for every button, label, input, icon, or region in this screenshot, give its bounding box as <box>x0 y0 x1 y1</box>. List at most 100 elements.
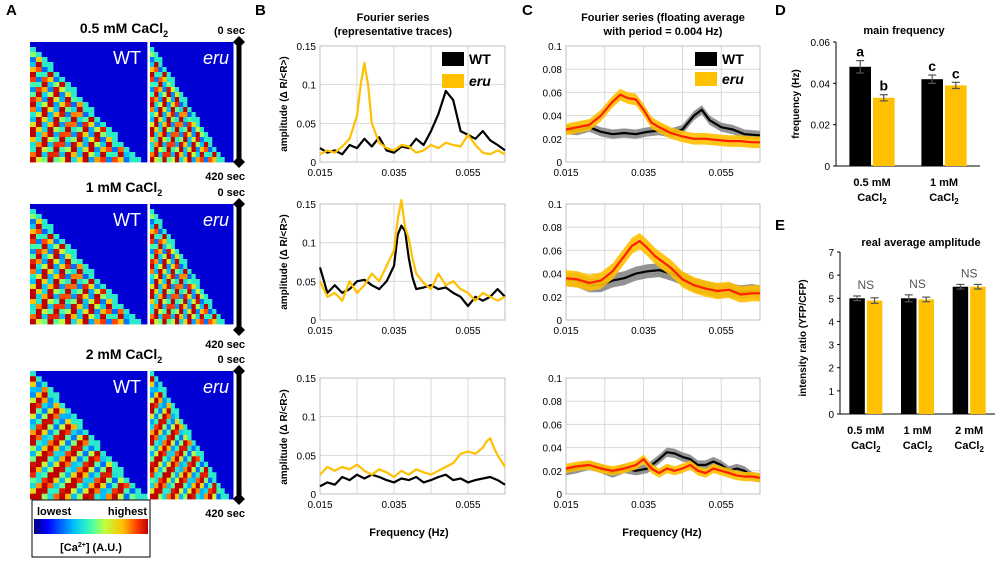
heatmap-wt-2: WT <box>30 371 148 500</box>
bar-eru-0 <box>873 97 895 166</box>
y-tick-label: 0 <box>556 316 562 327</box>
y-tick-label: 7 <box>828 248 834 259</box>
colorbar-unit: [Ca2+] (A.U.) <box>60 542 122 554</box>
timeline-2: 0 sec 420 sec <box>205 354 245 520</box>
category-label-line2: CaCl2 <box>903 440 933 454</box>
timeline-0: 0 sec 420 sec <box>205 25 245 183</box>
legend-eru-label: eru <box>469 73 491 89</box>
x-tick-label: 0.015 <box>307 168 332 179</box>
significance-letter: b <box>880 78 889 94</box>
significance-letter: c <box>928 58 936 74</box>
y-tick-label: 6 <box>828 271 834 282</box>
y-tick-label: 0.08 <box>543 223 563 234</box>
bar-WT-0 <box>849 298 865 414</box>
bar-eru-2 <box>970 286 986 414</box>
category-label-line2: CaCl2 <box>929 192 959 206</box>
y-tick-label: 0.1 <box>548 42 562 53</box>
plot-c2: 0 0.02 0.04 0.06 0.08 0.1 0.015 0.035 0.055 <box>543 200 761 337</box>
panel-b-letter: B <box>255 2 266 19</box>
heatmap-condition-label: 1 mM CaCl2 <box>86 179 163 198</box>
y-tick-label: 0.05 <box>297 277 317 288</box>
heatmap-wt-0: WT <box>30 42 148 163</box>
series-line-eru <box>565 240 760 296</box>
plot-frame <box>565 203 761 321</box>
significance-letter: a <box>856 44 864 60</box>
panel-d-letter: D <box>775 2 786 19</box>
legend-eru-swatch <box>442 74 464 88</box>
y-tick-label: 0.02 <box>811 121 831 132</box>
significance-letter: c <box>952 65 960 81</box>
y-tick-label: 0.02 <box>543 135 563 146</box>
panel-b-title-2: (representative traces) <box>334 26 452 38</box>
colorbar-low-label: lowest <box>37 506 72 518</box>
y-tick-label: 0.15 <box>297 374 317 385</box>
category-label-line1: 2 mM <box>955 425 983 437</box>
ns-label: NS <box>857 278 874 292</box>
series-band-eru <box>566 88 760 149</box>
category-label-line1: 1 mM <box>930 177 958 189</box>
heatmap-eru-0: eru <box>150 42 234 163</box>
series-band-WT <box>566 105 760 140</box>
y-tick-label: 0.06 <box>543 420 563 431</box>
panel-d-title: main frequency <box>863 25 945 37</box>
panel-b-legend: WT eru <box>442 51 491 89</box>
panel-c-letter: C <box>522 2 533 19</box>
category-label-line2: CaCl2 <box>954 440 984 454</box>
x-tick-label: 0.035 <box>631 500 656 511</box>
y-tick-label: 0.1 <box>548 374 562 385</box>
y-tick-label: 0 <box>824 162 830 173</box>
y-tick-label: 0.02 <box>543 467 563 478</box>
category-label-line1: 0.5 mM <box>853 177 890 189</box>
panel-e-letter: E <box>775 217 785 234</box>
panel-c-legend: WT eru <box>695 51 744 87</box>
series-line-WT <box>319 89 506 156</box>
x-tick-label: 0.055 <box>455 500 480 511</box>
series-line-WT <box>319 473 506 488</box>
heatmap-condition-label: 2 mM CaCl2 <box>86 346 163 365</box>
heatmaps: 0.5 mM CaCl2 WT eru 0 sec 420 sec 1 mM CaCl2 W… <box>30 20 245 520</box>
x-tick-label: 0.035 <box>381 326 406 337</box>
plot-b1: 0 0.05 0.1 0.15 0.015 0.035 0.055 <box>297 42 506 179</box>
timeline-start-label: 0 sec <box>217 187 245 199</box>
timeline-start-label: 0 sec <box>217 354 245 366</box>
bar-WT-1 <box>921 79 943 166</box>
colorbar: lowest highest [Ca2+] (A.U.) <box>31 499 151 558</box>
panel-c-title-1: Fourier series (floating average <box>581 12 745 24</box>
y-tick-label: 0.04 <box>543 112 563 123</box>
y-tick-label: 0.06 <box>811 38 831 49</box>
y-tick-label: 0.06 <box>543 246 563 257</box>
plot-frame <box>319 45 506 163</box>
category-label-line1: 0.5 mM <box>847 425 884 437</box>
panel-b-ylabel-3: amplitude (Δ R/<R>) <box>279 389 290 485</box>
panel-d-ylabel: frequency (Hz) <box>791 69 802 138</box>
plot-e: 0 1 2 3 4 5 6 7 NS 0.5 mM CaCl2 NS 1 mM CaCl2 NS 2 mM Ca… <box>828 248 995 454</box>
x-tick-label: 0.015 <box>307 500 332 511</box>
series-line-eru <box>565 458 761 479</box>
heatmap-condition-label: 0.5 mM CaCl2 <box>80 20 168 39</box>
y-tick-label: 3 <box>828 341 834 352</box>
y-tick-label: 0 <box>310 316 316 327</box>
x-tick-label: 0.035 <box>381 168 406 179</box>
y-tick-label: 4 <box>828 317 834 328</box>
legend-c-wt-swatch <box>695 52 717 66</box>
panel-b-ylabel-2: amplitude (Δ R/<R>) <box>279 214 290 310</box>
x-tick-label: 0.015 <box>553 168 578 179</box>
y-tick-label: 0 <box>828 410 834 421</box>
panel-c: C Fourier series (floating average with … <box>522 2 761 539</box>
colorbar-gradient <box>34 519 148 534</box>
x-tick-label: 0.055 <box>455 326 480 337</box>
bar-eru-1 <box>918 299 934 414</box>
bar-WT-2 <box>952 286 969 414</box>
y-tick-label: 5 <box>828 294 834 305</box>
series-line-eru <box>319 199 506 302</box>
x-tick-label: 0.015 <box>307 326 332 337</box>
y-tick-label: 0.05 <box>297 451 317 462</box>
ns-label: NS <box>909 277 926 291</box>
heatmap-row-1: 1 mM CaCl2 WT eru 0 sec 420 sec <box>30 179 245 351</box>
plot-d: 0 0.02 0.04 0.06 a b 0.5 mM CaCl2 c c 1 mM CaCl2 <box>811 38 980 206</box>
plot-b3: 0 0.05 0.1 0.15 0.015 0.035 0.055 <box>297 374 506 511</box>
plot-frame <box>319 203 506 321</box>
plot-frame <box>565 45 761 163</box>
heatmap-wt-label: WT <box>113 48 141 68</box>
timeline-end-label: 420 sec <box>205 339 245 351</box>
